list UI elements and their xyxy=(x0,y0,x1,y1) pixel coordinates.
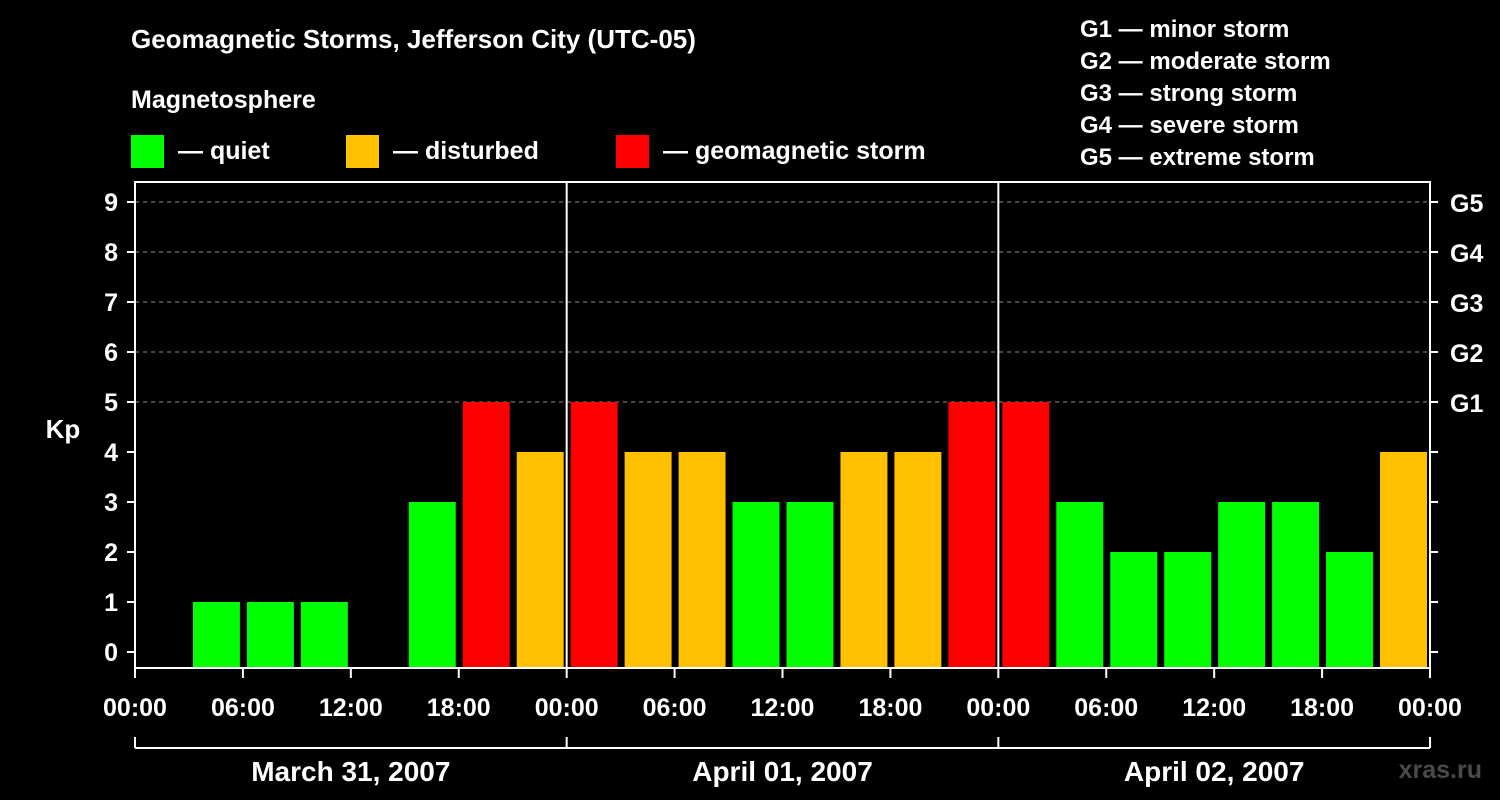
y-tick-label: 3 xyxy=(104,489,118,517)
x-tick-label: 06:00 xyxy=(1074,694,1138,722)
kp-bar xyxy=(732,502,780,668)
g-level-label: G1 xyxy=(1450,390,1483,418)
kp-bar xyxy=(894,452,942,668)
x-tick-label: 12:00 xyxy=(319,694,383,722)
x-tick-label: 18:00 xyxy=(427,694,491,722)
x-tick-label: 00:00 xyxy=(103,694,167,722)
y-tick-label: 7 xyxy=(104,289,118,317)
y-axis-label: Kp xyxy=(46,414,81,444)
legend-label-disturbed: — disturbed xyxy=(393,136,539,165)
g-scale-item-g2: G2 — moderate storm xyxy=(1080,48,1331,75)
kp-bar xyxy=(678,452,726,668)
x-tick-label: 18:00 xyxy=(1290,694,1354,722)
legend-swatch-disturbed xyxy=(346,134,379,168)
y-tick-label: 2 xyxy=(104,539,118,567)
kp-bar xyxy=(246,602,294,668)
kp-bar xyxy=(300,602,348,668)
kp-bar xyxy=(516,452,564,668)
x-tick-label: 12:00 xyxy=(751,694,815,722)
kp-bar xyxy=(1272,502,1320,668)
x-tick-label: 12:00 xyxy=(1182,694,1246,722)
x-tick-label: 00:00 xyxy=(966,694,1030,722)
g-scale-item-g3: G3 — strong storm xyxy=(1080,80,1298,107)
date-label: April 02, 2007 xyxy=(1124,756,1305,787)
chart-title: Geomagnetic Storms, Jefferson City (UTC-… xyxy=(131,24,696,54)
kp-bar xyxy=(192,602,240,668)
y-tick-label: 6 xyxy=(104,339,118,367)
kp-bar xyxy=(624,452,672,668)
credit-watermark: xras.ru xyxy=(1398,756,1482,784)
y-tick-label: 1 xyxy=(104,589,118,617)
kp-bar xyxy=(1056,502,1104,668)
legend-item-quiet: — quiet xyxy=(131,134,270,168)
kp-bar xyxy=(1380,452,1427,668)
kp-bar xyxy=(786,502,834,668)
g-level-label: G4 xyxy=(1450,240,1483,268)
g-scale-item-g1: G1 — minor storm xyxy=(1080,16,1290,43)
legend-label-quiet: — quiet xyxy=(178,136,270,165)
g-scale-item-g4: G4 — severe storm xyxy=(1080,112,1299,139)
kp-bar xyxy=(462,402,510,668)
x-tick-label: 00:00 xyxy=(535,694,599,722)
y-tick-label: 5 xyxy=(104,389,118,417)
x-tick-label: 06:00 xyxy=(211,694,275,722)
x-tick-label: 06:00 xyxy=(643,694,707,722)
x-tick-label: 18:00 xyxy=(858,694,922,722)
g-scale-item-g5: G5 — extreme storm xyxy=(1080,144,1315,171)
legend-swatch-storm xyxy=(616,134,649,168)
kp-bar xyxy=(1326,552,1374,668)
kp-bar xyxy=(1110,552,1158,668)
kp-bar xyxy=(1002,402,1050,668)
legend-swatch-quiet xyxy=(131,134,164,168)
g-level-label: G5 xyxy=(1450,190,1483,218)
kp-bar xyxy=(1164,552,1212,668)
legend-item-disturbed: — disturbed xyxy=(346,134,539,168)
legend-item-storm: — geomagnetic storm xyxy=(616,134,926,168)
g-scale-list: G1 — minor storm G2 — moderate storm G3 … xyxy=(1080,14,1331,174)
y-tick-label: 0 xyxy=(104,639,118,667)
date-label: April 01, 2007 xyxy=(692,756,873,787)
legend-heading: Magnetosphere xyxy=(131,86,316,114)
y-tick-label: 4 xyxy=(104,439,118,467)
kp-bar xyxy=(570,402,618,668)
kp-bar xyxy=(1218,502,1266,668)
kp-bar xyxy=(948,402,996,668)
date-label: March 31, 2007 xyxy=(251,756,450,787)
y-tick-label: 9 xyxy=(104,189,118,217)
g-level-label: G3 xyxy=(1450,290,1483,318)
x-tick-label: 00:00 xyxy=(1398,694,1462,722)
kp-bar xyxy=(840,452,888,668)
g-level-label: G2 xyxy=(1450,340,1483,368)
legend-label-storm: — geomagnetic storm xyxy=(663,136,926,165)
kp-bar xyxy=(408,502,456,668)
y-tick-label: 8 xyxy=(104,239,118,267)
